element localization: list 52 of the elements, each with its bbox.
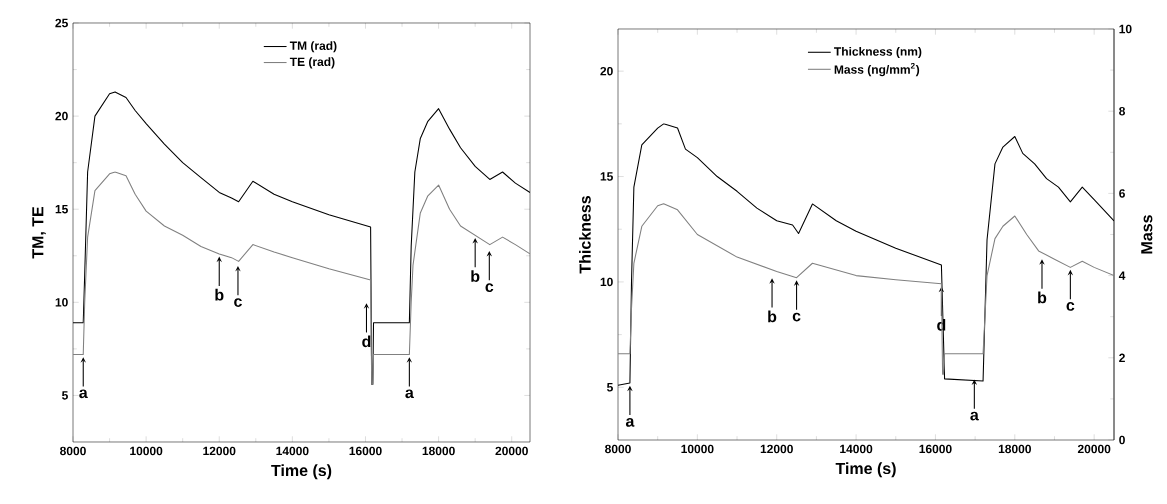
y2-axis-title: Mass xyxy=(1141,215,1153,254)
legend-label: Mass (ng/mm$^{2}$) xyxy=(834,62,920,77)
annotation: c xyxy=(1066,302,1075,311)
y2-tick-label: 0 xyxy=(1119,435,1125,445)
annotation: a xyxy=(625,418,635,427)
y2-tick-label: 8 xyxy=(1119,106,1126,116)
annotation: a xyxy=(970,411,979,421)
y2-tick-label: 4 xyxy=(1118,271,1126,280)
annotation: a xyxy=(405,389,414,399)
legend-label: TE (rad) xyxy=(289,57,335,69)
y-tick-label: 15 xyxy=(55,205,68,214)
y-tick-label: 5 xyxy=(61,391,68,400)
y2-tick-label: 6 xyxy=(1119,189,1125,198)
y-tick-label: 10 xyxy=(55,298,68,307)
x-tick-label: 14000 xyxy=(840,444,873,454)
x-tick-label: 8000 xyxy=(60,446,86,456)
y-axis-title: Thickness xyxy=(579,196,591,274)
x-tick-label: 20000 xyxy=(495,446,528,456)
y-tick-label: 25 xyxy=(55,18,68,28)
y2-tick-label: 10 xyxy=(1119,24,1132,34)
annotation: b xyxy=(471,270,480,282)
x-tick-label: 16000 xyxy=(349,446,382,456)
legend-label: Thickness (nm) xyxy=(834,46,922,59)
y-tick-label: 10 xyxy=(600,277,613,287)
y-tick-label: 15 xyxy=(600,172,613,181)
y-axis-title: TM, TE xyxy=(32,206,46,259)
x-tick-label: 10000 xyxy=(130,446,163,456)
x-tick-label: 8000 xyxy=(605,444,631,454)
annotation: b xyxy=(215,288,224,301)
y2-tick-label: 2 xyxy=(1119,353,1125,362)
annotation: c xyxy=(792,312,801,322)
legend-label: TM (rad) xyxy=(289,41,337,53)
annotation: b xyxy=(768,310,777,323)
x-tick-label: 12000 xyxy=(203,446,236,456)
x-tick-label: 14000 xyxy=(276,446,309,456)
x-tick-label: 16000 xyxy=(919,444,952,454)
y-tick-label: 20 xyxy=(600,66,613,76)
x-tick-label: 10000 xyxy=(681,444,714,454)
y-tick-label: 20 xyxy=(55,111,68,121)
annotation: d xyxy=(362,335,371,348)
annotation: c xyxy=(234,298,242,307)
x-axis-title: Time (s) xyxy=(835,462,896,478)
x-tick-label: 18000 xyxy=(422,446,455,456)
annotation: b xyxy=(1038,291,1047,304)
annotation: d xyxy=(937,318,946,331)
y-tick-label: 5 xyxy=(607,383,613,392)
annotation: a xyxy=(79,389,88,399)
x-axis-title: Time (s) xyxy=(271,464,332,480)
annotation: c xyxy=(485,283,494,293)
x-tick-label: 18000 xyxy=(998,444,1031,454)
x-tick-label: 20000 xyxy=(1077,444,1111,454)
x-tick-label: 12000 xyxy=(760,444,793,454)
